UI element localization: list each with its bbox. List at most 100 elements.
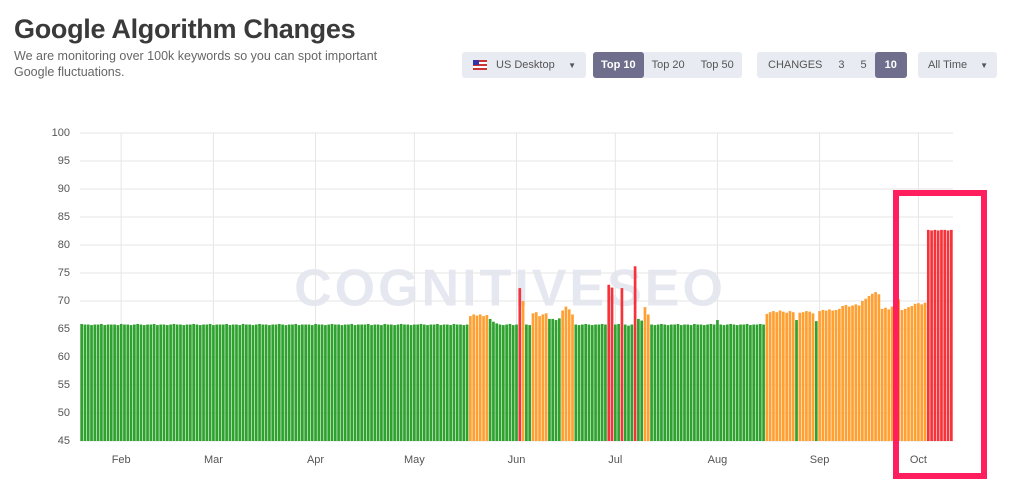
- bar: [307, 324, 311, 441]
- bar: [811, 313, 815, 441]
- x-tick-label: Oct: [910, 454, 927, 466]
- bar: [482, 316, 485, 441]
- bar: [877, 294, 881, 441]
- bar: [324, 325, 327, 441]
- changes-button[interactable]: 5: [860, 59, 867, 71]
- bar: [419, 323, 423, 441]
- bar: [80, 323, 83, 441]
- bar: [406, 324, 410, 441]
- bar: [294, 323, 298, 441]
- bar: [123, 324, 126, 441]
- bar: [498, 324, 502, 441]
- changes-button[interactable]: 10: [874, 52, 907, 78]
- bar: [459, 324, 462, 441]
- bar: [281, 324, 284, 441]
- bar: [587, 324, 591, 441]
- bar: [165, 325, 169, 441]
- bar: [847, 306, 851, 441]
- bar: [709, 323, 713, 441]
- bar: [225, 323, 228, 441]
- y-tick-label: 80: [58, 239, 70, 251]
- bar: [828, 309, 831, 441]
- bar: [857, 305, 861, 441]
- bar: [442, 324, 446, 441]
- bar: [538, 316, 541, 441]
- bar: [798, 312, 802, 441]
- bar: [221, 324, 225, 441]
- y-tick-label: 55: [58, 379, 70, 391]
- bar: [745, 323, 749, 441]
- bar: [663, 324, 667, 441]
- bar: [462, 325, 466, 441]
- bar: [950, 229, 953, 441]
- bar: [274, 324, 278, 441]
- top-button[interactable]: Top 20: [651, 59, 685, 71]
- bar: [544, 313, 548, 441]
- period-select[interactable]: All Time ▼: [918, 52, 997, 78]
- bar: [633, 266, 637, 441]
- bar: [521, 301, 525, 441]
- bar: [755, 324, 759, 441]
- bar: [567, 309, 571, 441]
- y-tick-label: 100: [52, 127, 70, 139]
- bar: [597, 324, 601, 441]
- bar: [824, 310, 828, 441]
- bar: [821, 309, 825, 441]
- bar: [495, 323, 499, 441]
- bar: [936, 230, 940, 441]
- bar: [729, 323, 732, 441]
- bar: [465, 324, 469, 441]
- top-button[interactable]: Top 50: [700, 59, 734, 71]
- bar: [277, 323, 281, 441]
- y-tick-label: 90: [58, 183, 70, 195]
- bar: [571, 314, 574, 441]
- bar: [903, 308, 907, 441]
- bar: [600, 323, 604, 441]
- bar: [900, 309, 904, 441]
- bar: [488, 318, 492, 441]
- bar: [577, 325, 581, 441]
- bar: [93, 324, 97, 441]
- bar: [159, 324, 163, 441]
- watermark: COGNITIVESEO: [294, 260, 726, 318]
- bar: [534, 312, 538, 441]
- bar: [218, 324, 222, 441]
- x-tick-label: Aug: [708, 454, 728, 466]
- bar: [235, 324, 238, 441]
- changes-button[interactable]: 3: [838, 59, 845, 71]
- bar: [136, 323, 139, 441]
- bar: [795, 320, 798, 441]
- bar: [880, 308, 884, 441]
- bar: [363, 324, 367, 441]
- bar: [666, 325, 670, 441]
- bar: [389, 324, 393, 441]
- bar: [248, 324, 252, 441]
- bar: [943, 229, 947, 441]
- bar: [432, 324, 436, 441]
- bar: [696, 324, 700, 441]
- bar: [142, 325, 146, 441]
- top-button[interactable]: Top 10: [593, 52, 644, 78]
- bar: [83, 324, 87, 441]
- bar: [617, 323, 620, 441]
- device-select[interactable]: US Desktop ▼: [462, 52, 586, 78]
- bar: [179, 324, 182, 441]
- bar: [623, 324, 627, 441]
- bar: [531, 313, 535, 441]
- bar: [310, 325, 314, 441]
- bar: [739, 324, 742, 441]
- y-tick-label: 65: [58, 323, 70, 335]
- bar: [380, 325, 383, 441]
- bar: [409, 325, 413, 441]
- bar: [119, 323, 123, 441]
- bar: [156, 325, 159, 441]
- bar: [732, 324, 736, 441]
- bar: [449, 325, 452, 441]
- bar: [656, 324, 660, 441]
- bar: [676, 323, 680, 441]
- bar: [422, 324, 426, 441]
- bar: [472, 314, 476, 441]
- x-tick-label: Jun: [508, 454, 526, 466]
- bar: [133, 324, 136, 441]
